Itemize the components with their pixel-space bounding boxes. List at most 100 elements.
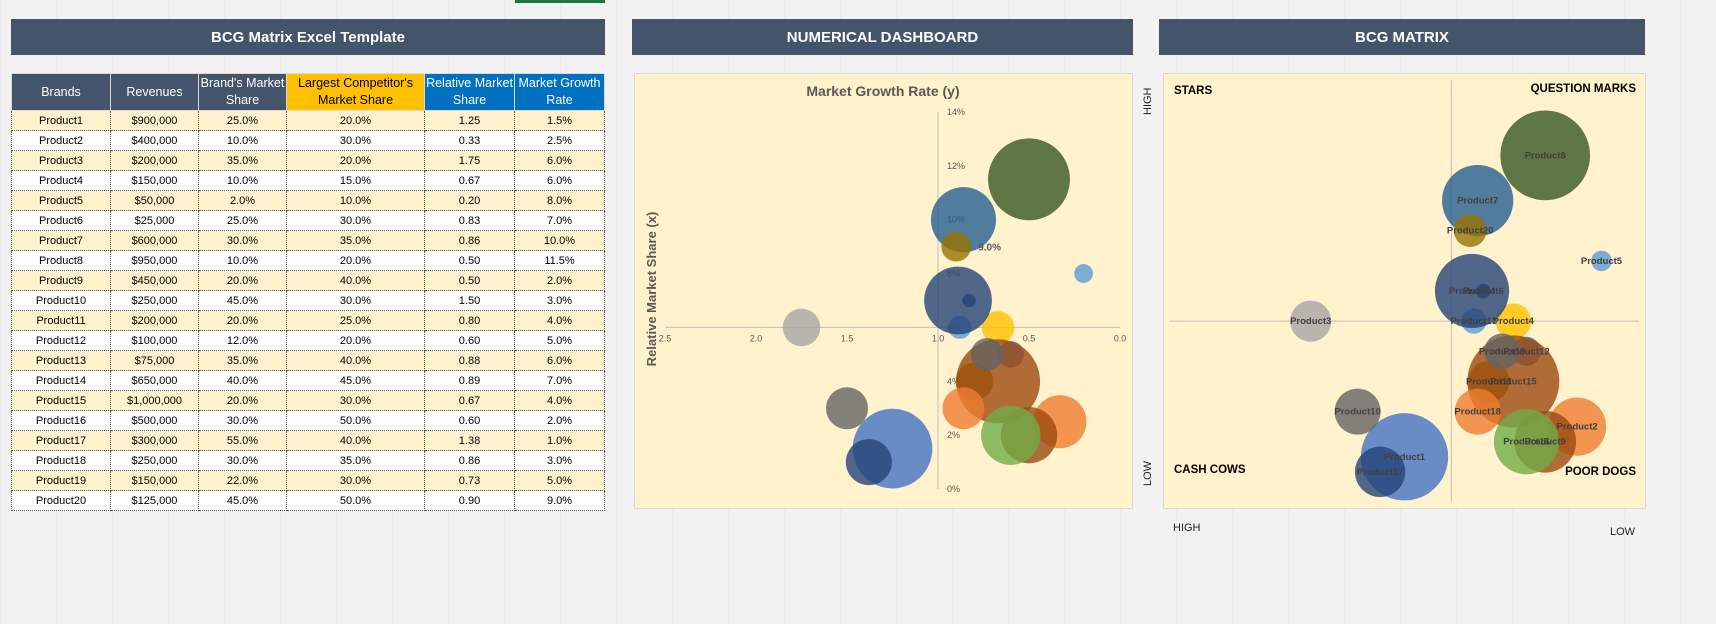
cell-brand-share[interactable]: 25.0% [198,110,287,131]
cell-revenue[interactable]: $50,000 [110,190,199,211]
cell-growth-rate[interactable]: 2.5% [514,130,605,151]
dashboard-bubble-product18[interactable] [942,387,985,430]
cell-brand[interactable]: Product17 [11,430,111,451]
cell-brand-share[interactable]: 45.0% [198,490,287,511]
cell-brand-share[interactable]: 30.0% [198,450,287,471]
cell-competitor-share[interactable]: 20.0% [286,330,425,351]
cell-brand-share[interactable]: 10.0% [198,130,287,151]
cell-competitor-share[interactable]: 30.0% [286,130,425,151]
cell-revenue[interactable]: $250,000 [110,290,199,311]
dashboard-bubble-product17[interactable] [845,439,892,486]
cell-relative-share[interactable]: 0.33 [424,130,515,151]
cell-relative-share[interactable]: 0.89 [424,370,515,391]
cell-brand[interactable]: Product11 [11,310,111,331]
cell-brand-share[interactable]: 30.0% [198,230,287,251]
cell-brand-share[interactable]: 20.0% [198,390,287,411]
cell-brand[interactable]: Product1 [11,110,111,131]
cell-relative-share[interactable]: 0.83 [424,210,515,231]
cell-revenue[interactable]: $400,000 [110,130,199,151]
cell-growth-rate[interactable]: 4.0% [514,310,605,331]
cell-growth-rate[interactable]: 6.0% [514,350,605,371]
cell-relative-share[interactable]: 0.90 [424,490,515,511]
matrix-bubble-product10[interactable] [1334,388,1381,435]
dashboard-bubble-product14[interactable] [924,266,992,335]
cell-revenue[interactable]: $1,000,000 [110,390,199,411]
cell-competitor-share[interactable]: 30.0% [286,470,425,491]
cell-competitor-share[interactable]: 15.0% [286,170,425,191]
cell-relative-share[interactable]: 0.60 [424,330,515,351]
cell-growth-rate[interactable]: 3.0% [514,290,605,311]
cell-competitor-share[interactable]: 35.0% [286,230,425,251]
matrix-bubble-product16[interactable] [1493,409,1559,475]
matrix-bubble-product20[interactable] [1453,214,1487,247]
cell-brand[interactable]: Product9 [11,270,111,291]
cell-relative-share[interactable]: 0.50 [424,270,515,291]
cell-competitor-share[interactable]: 10.0% [286,190,425,211]
cell-growth-rate[interactable]: 11.5% [514,250,605,271]
cell-brand[interactable]: Product2 [11,130,111,151]
cell-relative-share[interactable]: 0.86 [424,230,515,251]
matrix-bubble-product18[interactable] [1454,388,1501,435]
cell-growth-rate[interactable]: 3.0% [514,450,605,471]
matrix-bubble-product3[interactable] [1290,300,1332,342]
dashboard-bubble-product20[interactable] [941,231,972,262]
cell-growth-rate[interactable]: 7.0% [514,210,605,231]
cell-brand-share[interactable]: 20.0% [198,310,287,331]
cell-growth-rate[interactable]: 10.0% [514,230,605,251]
cell-growth-rate[interactable]: 2.0% [514,410,605,431]
cell-revenue[interactable]: $150,000 [110,470,199,491]
cell-brand-share[interactable]: 35.0% [198,150,287,171]
header-brand-market-share[interactable]: Brand's Market Share [198,73,287,111]
cell-competitor-share[interactable]: 20.0% [286,150,425,171]
matrix-bubble-product19[interactable] [1484,333,1520,370]
cell-competitor-share[interactable]: 50.0% [286,410,425,431]
cell-brand[interactable]: Product14 [11,370,111,391]
cell-brand[interactable]: Product16 [11,410,111,431]
numerical-dashboard-chart[interactable]: Market Growth Rate (y) Relative Market Sh… [634,73,1133,509]
cell-brand[interactable]: Product7 [11,230,111,251]
cell-growth-rate[interactable]: 6.0% [514,170,605,191]
cell-competitor-share[interactable]: 40.0% [286,270,425,291]
cell-competitor-share[interactable]: 20.0% [286,250,425,271]
dashboard-bubble-product8[interactable] [988,138,1070,221]
cell-relative-share[interactable]: 0.88 [424,350,515,371]
cell-revenue[interactable]: $200,000 [110,150,199,171]
cell-brand-share[interactable]: 55.0% [198,430,287,451]
cell-competitor-share[interactable]: 50.0% [286,490,425,511]
cell-growth-rate[interactable]: 6.0% [514,150,605,171]
dashboard-bubble-product3[interactable] [782,308,821,347]
cell-brand-share[interactable]: 10.0% [198,170,287,191]
cell-growth-rate[interactable]: 5.0% [514,330,605,351]
header-relative-market-share[interactable]: Relative Market Share [424,73,515,111]
matrix-bubble-product8[interactable] [1500,110,1591,201]
cell-brand-share[interactable]: 35.0% [198,350,287,371]
cell-relative-share[interactable]: 0.73 [424,470,515,491]
cell-brand-share[interactable]: 40.0% [198,370,287,391]
dashboard-bubble-product4[interactable] [981,311,1015,344]
cell-brand-share[interactable]: 10.0% [198,250,287,271]
cell-revenue[interactable]: $75,000 [110,350,199,371]
cell-relative-share[interactable]: 0.67 [424,390,515,411]
matrix-bubble-product14[interactable] [1434,253,1510,329]
cell-growth-rate[interactable]: 8.0% [514,190,605,211]
cell-competitor-share[interactable]: 40.0% [286,350,425,371]
cell-brand-share[interactable]: 30.0% [198,410,287,431]
cell-brand-share[interactable]: 12.0% [198,330,287,351]
cell-growth-rate[interactable]: 5.0% [514,470,605,491]
cell-revenue[interactable]: $450,000 [110,270,199,291]
cell-brand-share[interactable]: 45.0% [198,290,287,311]
cell-revenue[interactable]: $900,000 [110,110,199,131]
cell-revenue[interactable]: $500,000 [110,410,199,431]
cell-revenue[interactable]: $200,000 [110,310,199,331]
cell-revenue[interactable]: $300,000 [110,430,199,451]
header-brands[interactable]: Brands [11,73,111,111]
cell-revenue[interactable]: $250,000 [110,450,199,471]
cell-revenue[interactable]: $600,000 [110,230,199,251]
cell-brand-share[interactable]: 22.0% [198,470,287,491]
cell-relative-share[interactable]: 1.50 [424,290,515,311]
cell-relative-share[interactable]: 0.86 [424,450,515,471]
cell-brand[interactable]: Product3 [11,150,111,171]
cell-relative-share[interactable]: 0.60 [424,410,515,431]
cell-competitor-share[interactable]: 20.0% [286,110,425,131]
cell-revenue[interactable]: $100,000 [110,330,199,351]
